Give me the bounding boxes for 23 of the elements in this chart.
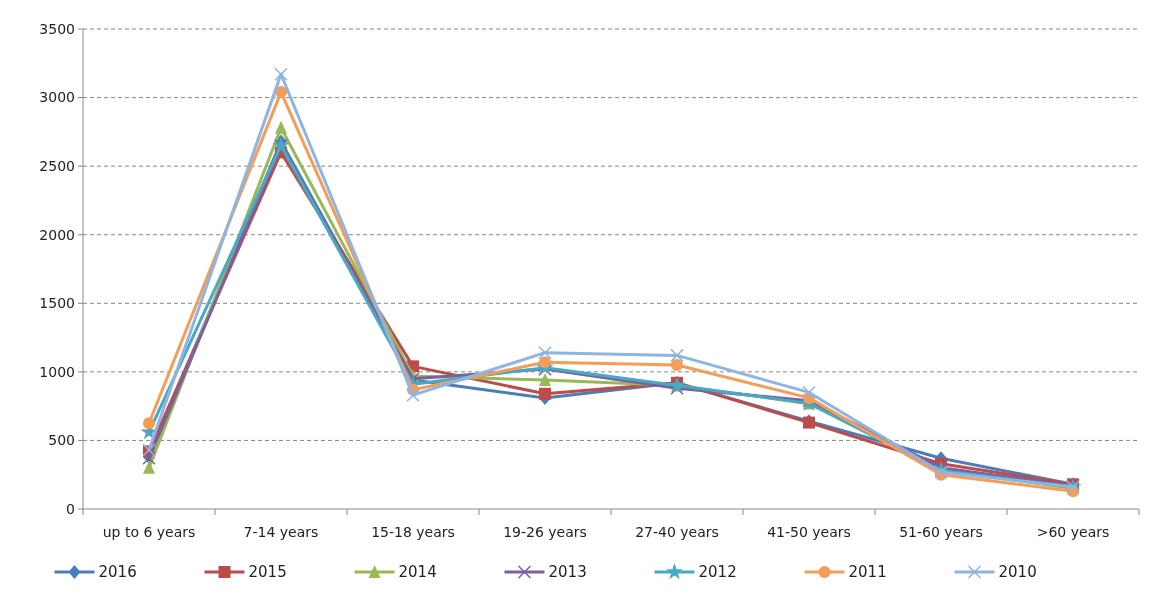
legend-label: 2012 bbox=[698, 563, 737, 582]
y-tick-label: 3500 bbox=[39, 20, 75, 37]
x-tick-label: 15-18 years bbox=[371, 524, 455, 540]
x-tick-label: >60 years bbox=[1036, 524, 1110, 540]
x-tick-label: 7-14 years bbox=[243, 524, 319, 540]
y-tick-label: 1500 bbox=[39, 295, 75, 312]
legend-label: 2010 bbox=[998, 563, 1037, 582]
legend-label: 2016 bbox=[98, 563, 137, 582]
y-tick-label: 2000 bbox=[39, 226, 75, 243]
y-tick-label: 1000 bbox=[39, 363, 75, 380]
y-tick-label: 0 bbox=[66, 500, 75, 517]
y-tick-label: 3000 bbox=[39, 89, 75, 106]
x-tick-label: 41-50 years bbox=[767, 524, 851, 540]
y-tick-label: 2500 bbox=[39, 158, 75, 175]
x-tick-label: 27-40 years bbox=[635, 524, 719, 540]
y-tick-label: 500 bbox=[48, 432, 75, 449]
legend-label: 2013 bbox=[548, 563, 587, 582]
x-tick-label: 19-26 years bbox=[503, 524, 587, 540]
legend-label: 2015 bbox=[248, 563, 287, 582]
x-tick-label: 51-60 years bbox=[899, 524, 983, 540]
legend-label: 2011 bbox=[848, 563, 887, 582]
legend-label: 2014 bbox=[398, 563, 437, 582]
x-tick-label: up to 6 years bbox=[102, 524, 196, 540]
